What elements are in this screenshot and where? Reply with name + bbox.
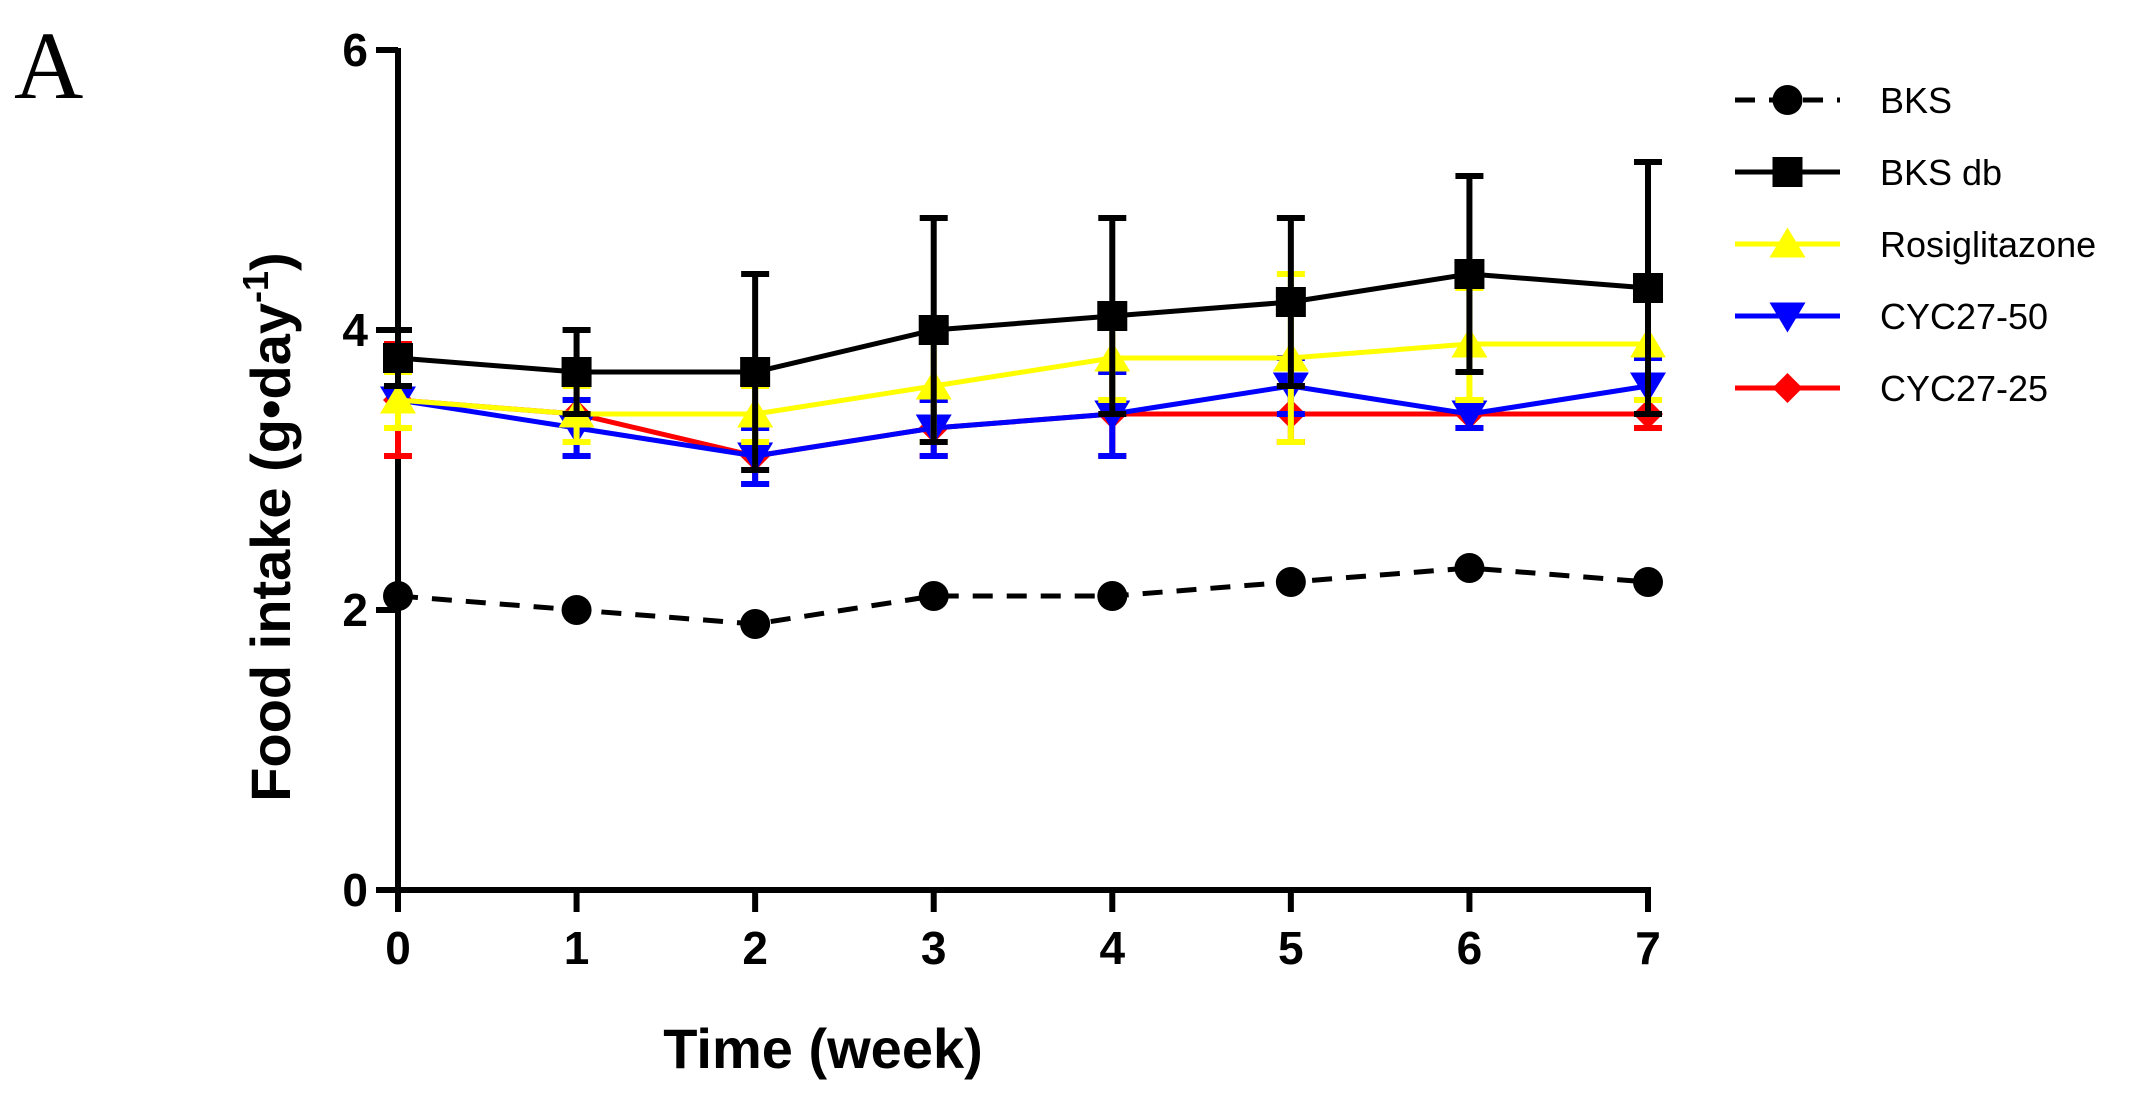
legend-label-bks: BKS [1880, 80, 1952, 121]
legend-label-rosiglitazone: Rosiglitazone [1880, 224, 2096, 265]
point-bks-db-4 [1097, 301, 1128, 331]
y-axis-title: Food intake (g•day-1) [235, 252, 302, 801]
legend-marker-cyc27-50 [1769, 302, 1806, 333]
legend-label-cyc27-50: CYC27-50 [1880, 296, 2048, 337]
y-tick-label-0: 0 [342, 864, 368, 916]
point-bks-db-6 [1454, 259, 1485, 289]
panel-label: A [14, 12, 84, 119]
point-bks-1 [561, 595, 592, 625]
y-axis-title-main: Food intake (g•day [239, 303, 302, 802]
point-bks-0 [383, 581, 413, 611]
line-bks [397, 565, 1649, 627]
line-cyc27-50 [397, 383, 1649, 459]
y-axis-title-close: ) [239, 252, 302, 271]
point-bks-5 [1275, 567, 1306, 597]
line-bks-db [397, 271, 1649, 375]
x-axis-title: Time (week) [663, 1017, 983, 1080]
point-bks-db-3 [918, 315, 949, 345]
point-bks-7 [1633, 567, 1663, 597]
legend: BKS BKS db Rosiglitazone CYC27-50 CYC27-25 [1735, 80, 2096, 409]
point-bks-db-7 [1633, 273, 1663, 303]
legend-label-cyc27-25: CYC27-25 [1880, 368, 2048, 409]
y-axis-title-sup: -1 [235, 271, 276, 303]
point-bks-2 [740, 609, 771, 639]
point-bks-3 [918, 581, 949, 611]
series-bks [383, 553, 1663, 639]
x-tick-label-4: 4 [1099, 922, 1125, 974]
x-tick-label-6: 6 [1457, 922, 1483, 974]
line-rosiglitazone [397, 341, 1648, 417]
legend-marker-rosiglitazone [1769, 227, 1806, 258]
point-bks-4 [1097, 581, 1128, 611]
point-rosiglitazone-0 [380, 383, 416, 414]
axes: 0 2 4 6 0 1 2 3 4 5 6 7 [342, 24, 1660, 974]
x-tick-label-5: 5 [1278, 922, 1304, 974]
series-layer [380, 159, 1666, 639]
point-bks-db-0 [383, 343, 413, 373]
x-tick-label-0: 0 [385, 922, 411, 974]
point-cyc27-50-6 [1451, 400, 1488, 431]
x-tick-label-3: 3 [921, 922, 947, 974]
point-bks-6 [1454, 553, 1485, 583]
legend-marker-cyc27-25 [1772, 373, 1803, 403]
point-bks-db-2 [740, 357, 771, 387]
x-tick-label-1: 1 [564, 922, 590, 974]
y-tick-label-3: 6 [342, 24, 368, 76]
legend-marker-bks [1772, 85, 1803, 115]
legend-label-bks-db: BKS db [1880, 152, 2002, 193]
point-bks-db-1 [561, 357, 592, 387]
x-tick-label-2: 2 [742, 922, 768, 974]
point-bks-db-5 [1275, 287, 1306, 317]
y-tick-label-2: 4 [342, 304, 368, 356]
series-bks-db [383, 159, 1663, 473]
x-tick-label-7: 7 [1635, 922, 1661, 974]
y-tick-label-1: 2 [342, 584, 368, 636]
legend-marker-bks-db [1772, 157, 1803, 187]
